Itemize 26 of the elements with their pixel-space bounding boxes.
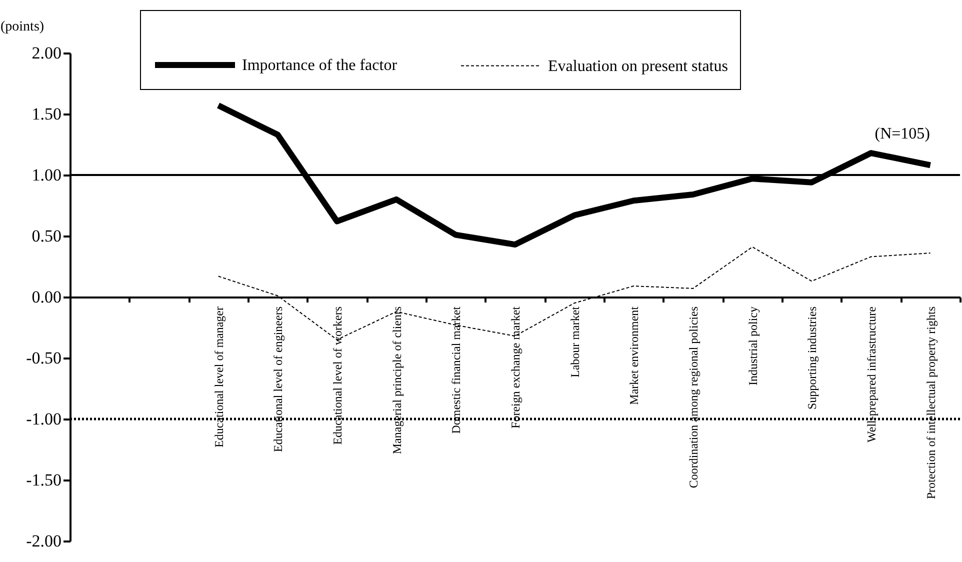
x-tick-label: Well-prepared infrastructure: [864, 306, 878, 442]
y-tick-label: 0.50: [32, 226, 62, 246]
y-tick-label: 1.50: [32, 104, 62, 124]
x-tick-label: Protection of intellectual property rights: [924, 306, 938, 500]
x-tick-label: Managerial principle of clients: [390, 306, 404, 454]
y-tick-label: 2.00: [32, 44, 62, 62]
x-tick-label: Educational level of workers: [330, 306, 344, 445]
y-tick-label: 1.00: [32, 166, 62, 184]
x-tick-label: Market environment: [627, 306, 642, 405]
x-tick-label: Foreign exchange market: [508, 306, 522, 428]
x-tick-label: Industrial policy: [746, 306, 760, 386]
x-tick-label: Educational level of manager: [212, 306, 226, 448]
legend-label: Evaluation on present status: [548, 58, 728, 75]
y-tick-label: -2.00: [26, 532, 62, 550]
y-tick-label: -0.50: [26, 348, 62, 368]
x-tick-label: Supporting industries: [805, 306, 820, 410]
y-tick-label: 0.00: [32, 288, 62, 306]
annotation: (N=105): [874, 126, 930, 143]
x-tick-label: Coordination among regional policies: [686, 306, 700, 488]
x-tick-label: Labour market: [568, 306, 582, 378]
x-tick-label: Domestic financial market: [449, 306, 464, 434]
y-tick-label: -1.00: [26, 410, 62, 428]
x-tick-label: Educational level of engineers: [271, 306, 286, 452]
y-axis-title: (points): [0, 20, 44, 34]
y-tick-label: -1.50: [26, 470, 62, 490]
legend-label: Importance of the factor: [242, 57, 398, 74]
